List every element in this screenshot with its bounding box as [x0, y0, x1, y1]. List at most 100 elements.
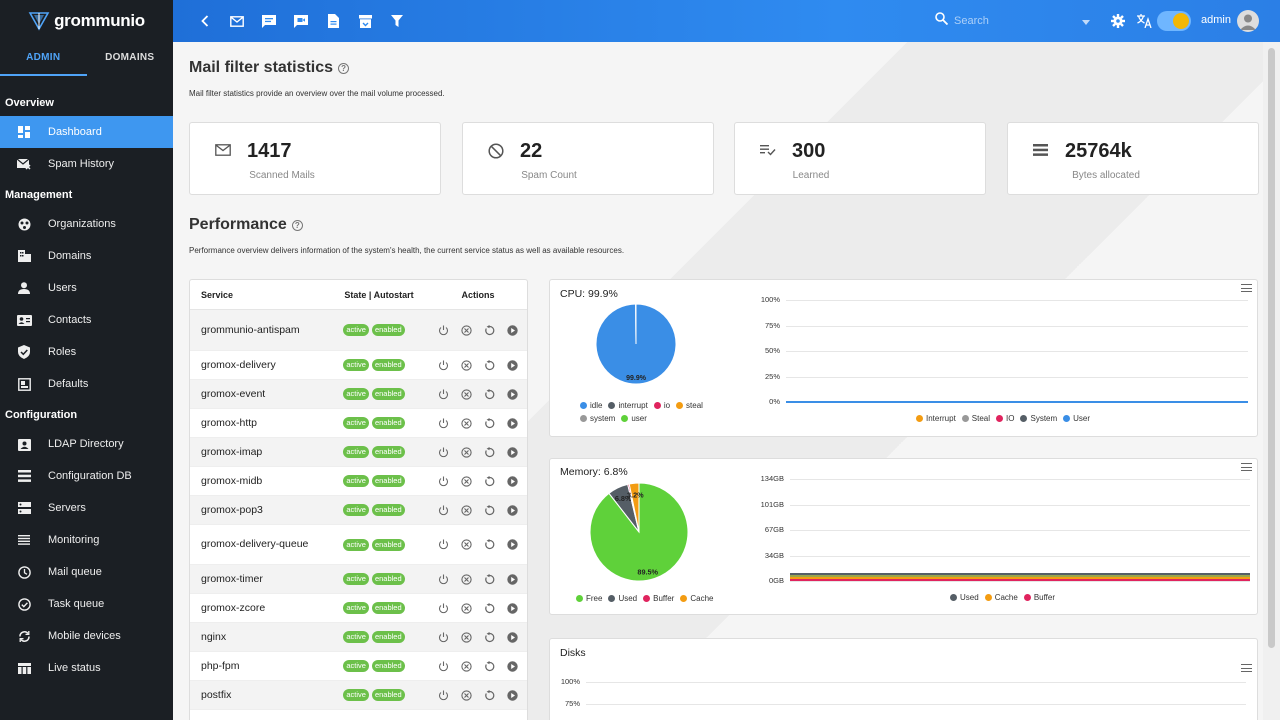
- restart-icon[interactable]: [483, 388, 496, 401]
- stop-icon[interactable]: [460, 417, 473, 430]
- stop-icon[interactable]: [460, 475, 473, 488]
- play-icon[interactable]: [506, 504, 519, 517]
- stop-icon[interactable]: [460, 324, 473, 337]
- play-icon[interactable]: [506, 388, 519, 401]
- play-icon[interactable]: [506, 359, 519, 372]
- legend-item-io[interactable]: IO: [996, 414, 1014, 423]
- sidebar-item-servers[interactable]: Servers: [0, 492, 173, 524]
- stop-icon[interactable]: [460, 573, 473, 586]
- power-icon[interactable]: [437, 388, 450, 401]
- power-icon[interactable]: [437, 660, 450, 673]
- play-icon[interactable]: [506, 689, 519, 702]
- power-icon[interactable]: [437, 446, 450, 459]
- restart-icon[interactable]: [483, 689, 496, 702]
- chat-icon[interactable]: [261, 13, 277, 29]
- power-icon[interactable]: [437, 324, 450, 337]
- tab-admin[interactable]: ADMIN: [0, 42, 87, 76]
- power-icon[interactable]: [437, 417, 450, 430]
- legend-item-system[interactable]: System: [1020, 414, 1057, 423]
- power-icon[interactable]: [437, 573, 450, 586]
- mail-icon[interactable]: [229, 13, 245, 29]
- power-icon[interactable]: [437, 538, 450, 551]
- sidebar-item-contacts[interactable]: Contacts: [0, 304, 173, 336]
- sidebar-item-dashboard[interactable]: Dashboard: [0, 116, 173, 148]
- power-icon[interactable]: [437, 475, 450, 488]
- area-band[interactable]: [790, 575, 1250, 577]
- username[interactable]: admin: [1201, 14, 1231, 26]
- legend-item-cache[interactable]: Cache: [680, 594, 713, 603]
- restart-icon[interactable]: [483, 573, 496, 586]
- legend-item-steal[interactable]: Steal: [961, 414, 990, 423]
- sidebar-item-defaults[interactable]: Defaults: [0, 368, 173, 400]
- tab-domains[interactable]: DOMAINS: [105, 52, 155, 63]
- stop-icon[interactable]: [460, 388, 473, 401]
- files-icon[interactable]: [325, 13, 341, 29]
- restart-icon[interactable]: [483, 538, 496, 551]
- restart-icon[interactable]: [483, 475, 496, 488]
- gear-icon[interactable]: [1110, 13, 1126, 29]
- help-icon[interactable]: ?: [338, 62, 350, 74]
- menu-icon[interactable]: [1241, 664, 1252, 675]
- restart-icon[interactable]: [483, 660, 496, 673]
- power-icon[interactable]: [437, 631, 450, 644]
- stop-icon[interactable]: [460, 446, 473, 459]
- restart-icon[interactable]: [483, 417, 496, 430]
- series-line-user[interactable]: [786, 401, 1248, 403]
- back-chevron-icon[interactable]: [197, 13, 213, 29]
- play-icon[interactable]: [506, 660, 519, 673]
- play-icon[interactable]: [506, 446, 519, 459]
- play-icon[interactable]: [506, 538, 519, 551]
- search-box[interactable]: [935, 8, 1093, 34]
- pie-slice-cache[interactable]: [628, 483, 640, 533]
- search-input[interactable]: [954, 15, 1064, 27]
- chevron-down-icon[interactable]: [1082, 12, 1090, 30]
- legend-item-free[interactable]: Free: [576, 594, 602, 603]
- play-icon[interactable]: [506, 602, 519, 615]
- legend-item-interrupt[interactable]: interrupt: [608, 401, 648, 410]
- legend-item-system[interactable]: system: [580, 414, 615, 423]
- sidebar-item-roles[interactable]: Roles: [0, 336, 173, 368]
- sidebar-item-monitoring[interactable]: Monitoring: [0, 524, 173, 556]
- play-icon[interactable]: [506, 475, 519, 488]
- sidebar-item-mail-queue[interactable]: Mail queue: [0, 556, 173, 588]
- sidebar-item-spam-history[interactable]: Spam History: [0, 148, 173, 180]
- menu-icon[interactable]: [1241, 284, 1252, 295]
- stop-icon[interactable]: [460, 660, 473, 673]
- sidebar-item-organizations[interactable]: Organizations: [0, 208, 173, 240]
- stop-icon[interactable]: [460, 538, 473, 551]
- meet-icon[interactable]: [293, 13, 309, 29]
- legend-item-buffer[interactable]: Buffer: [643, 594, 674, 603]
- stop-icon[interactable]: [460, 631, 473, 644]
- theme-toggle[interactable]: [1157, 11, 1191, 31]
- legend-item-idle[interactable]: idle: [580, 401, 602, 410]
- legend-item-used[interactable]: Used: [950, 593, 979, 602]
- legend-item-interrupt[interactable]: Interrupt: [916, 414, 956, 423]
- play-icon[interactable]: [506, 631, 519, 644]
- power-icon[interactable]: [437, 602, 450, 615]
- area-band[interactable]: [790, 573, 1250, 575]
- stop-icon[interactable]: [460, 359, 473, 372]
- sidebar-item-domains[interactable]: Domains: [0, 240, 173, 272]
- scrollbar-thumb[interactable]: [1268, 48, 1275, 648]
- sidebar-item-configuration-db[interactable]: Configuration DB: [0, 460, 173, 492]
- power-icon[interactable]: [437, 504, 450, 517]
- stop-icon[interactable]: [460, 504, 473, 517]
- restart-icon[interactable]: [483, 446, 496, 459]
- menu-icon[interactable]: [1241, 463, 1252, 474]
- filter-icon[interactable]: [389, 13, 405, 29]
- sidebar-item-ldap-directory[interactable]: LDAP Directory: [0, 428, 173, 460]
- legend-item-used[interactable]: Used: [608, 594, 637, 603]
- sidebar-item-live-status[interactable]: Live status: [0, 652, 173, 684]
- sidebar-item-mobile-devices[interactable]: Mobile devices: [0, 620, 173, 652]
- sidebar-item-task-queue[interactable]: Task queue: [0, 588, 173, 620]
- area-band[interactable]: [790, 577, 1250, 579]
- play-icon[interactable]: [506, 324, 519, 337]
- play-icon[interactable]: [506, 417, 519, 430]
- translate-icon[interactable]: [1136, 13, 1152, 29]
- avatar[interactable]: [1237, 10, 1259, 32]
- legend-item-cache[interactable]: Cache: [984, 593, 1018, 602]
- scrollbar[interactable]: [1263, 42, 1280, 720]
- restart-icon[interactable]: [483, 602, 496, 615]
- legend-item-user[interactable]: user: [621, 414, 647, 423]
- stop-icon[interactable]: [460, 602, 473, 615]
